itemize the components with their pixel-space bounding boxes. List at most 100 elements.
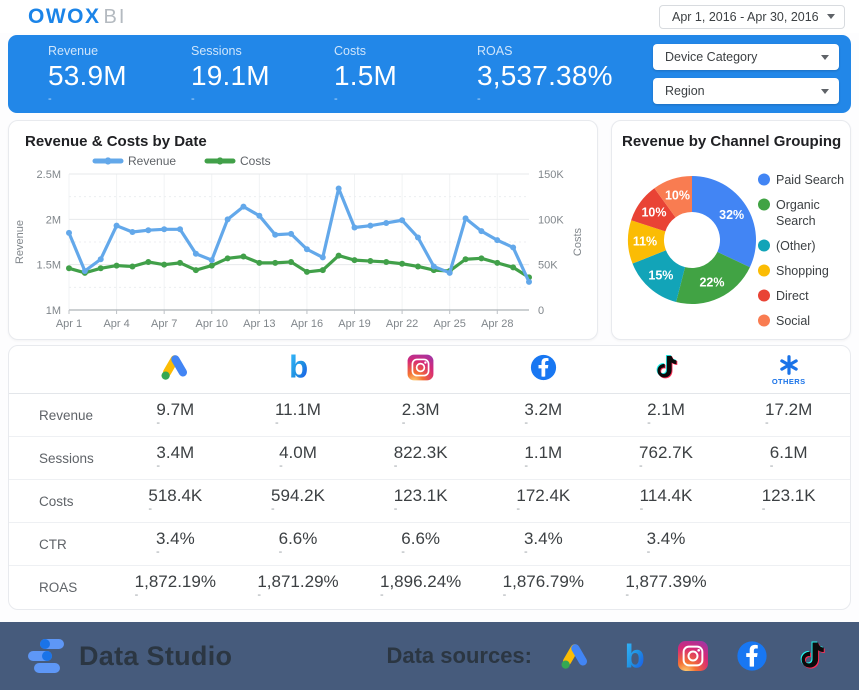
channel-metrics-table: b OTHERS Revenue 9.7M -11.1M -2.3M -3.2M -2.1M -…	[8, 345, 851, 610]
kpi-comparison-dash: -	[334, 93, 338, 105]
column-header-tiktok	[605, 352, 728, 388]
x-tick-label: Apr 28	[481, 318, 513, 330]
chevron-down-icon	[827, 14, 835, 19]
revenue-data-point	[510, 244, 517, 251]
costs-data-point	[319, 267, 326, 274]
legend-label: Organic	[776, 198, 820, 212]
data-source-icons: b	[557, 638, 829, 674]
tiktok-icon	[657, 354, 678, 378]
comparison-dash: -	[156, 416, 161, 429]
metric-value: 1.1M	[524, 442, 563, 462]
costs-data-point	[383, 258, 390, 265]
revenue-data-point	[526, 278, 532, 285]
comparison-dash: -	[279, 459, 283, 472]
costs-data-point	[399, 260, 406, 267]
comparison-dash: -	[393, 459, 398, 472]
comparison-dash: -	[380, 589, 384, 601]
revenue-data-point	[208, 257, 215, 264]
kpi-label: Costs	[334, 44, 366, 58]
revenue-data-point	[177, 226, 184, 233]
costs-data-point	[272, 259, 279, 266]
metric-value-cell: 1,872.19% -	[114, 572, 237, 603]
costs-data-point	[161, 261, 168, 268]
metric-value: 762.7K	[639, 442, 693, 462]
costs-data-point	[303, 268, 310, 275]
owox-bi-logo: OWOX BI	[28, 5, 126, 29]
metric-value-cell: 114.4K -	[605, 486, 728, 517]
metric-value: 11.1M	[274, 399, 321, 419]
donut-slice-social	[654, 176, 692, 218]
metric-value-cell: 123.1K -	[727, 486, 850, 517]
row-label: Costs	[39, 493, 74, 509]
costs-data-point	[367, 258, 374, 265]
metric-value: 172.4K	[516, 485, 571, 505]
table-row-ctr: CTR 3.4% -6.6% -6.6% -3.4% -3.4% -	[9, 523, 850, 566]
facebook-icon	[530, 354, 556, 380]
line-chart: Apr 1 Apr 4 Apr 7 Apr 10 Apr 13 Apr 16 Apr 19 A…	[14, 154, 584, 330]
costs-data-point	[510, 264, 517, 271]
revenue-data-point	[145, 227, 152, 234]
revenue-data-point	[161, 226, 168, 233]
donut-slice-paid-search	[692, 176, 756, 268]
metric-value: 3.2M	[524, 399, 563, 419]
metric-value-cell: 1,876.79% -	[482, 572, 605, 603]
metric-value: 2.3M	[401, 399, 440, 419]
instagram-icon	[407, 354, 434, 380]
metric-value: 1,876.79%	[502, 572, 584, 591]
date-range-picker[interactable]: Apr 1, 2016 - Apr 30, 2016	[659, 4, 845, 29]
donut-chart-title: Revenue by Channel Grouping	[622, 133, 842, 150]
metric-value: 2.1M	[647, 399, 685, 419]
row-label: ROAS	[39, 580, 78, 595]
metric-value: 3.4%	[646, 528, 686, 548]
comparison-dash: -	[257, 589, 262, 601]
comparison-dash: -	[523, 545, 528, 558]
column-header-facebook	[482, 352, 605, 388]
row-label: Revenue	[39, 407, 94, 423]
revenue-data-point	[192, 250, 199, 257]
metric-value-cell: 1,896.24% -	[359, 572, 482, 603]
comparison-dash: -	[148, 502, 153, 515]
metric-value: 4.0M	[279, 442, 317, 462]
data-studio-brand: Data Studio	[26, 636, 232, 676]
metric-value-cell: 1.1M -	[482, 443, 605, 474]
metric-value: 6.6%	[401, 528, 441, 548]
comparison-dash: -	[278, 545, 283, 558]
comparison-dash: -	[769, 459, 774, 472]
kpi-label: Sessions	[191, 44, 242, 58]
kpi-comparison-dash: -	[48, 93, 52, 105]
revenue-data-point	[399, 217, 406, 224]
donut-slice-organic-search	[676, 251, 750, 304]
region-filter[interactable]: Region	[653, 78, 839, 104]
metric-value: 594.2K	[271, 485, 325, 505]
metric-value-cell: 17.2M -	[727, 400, 850, 431]
comparison-dash: -	[156, 459, 161, 472]
x-tick-label: Apr 16	[291, 318, 323, 330]
comparison-dash: -	[516, 502, 521, 515]
legend-dot	[758, 289, 770, 302]
left-axis-tick: 2M	[46, 214, 61, 226]
metric-value-cell: 3.4% -	[482, 529, 605, 560]
kpi-costs: Costs 1.5M -	[334, 44, 477, 105]
donut-slice-percent: 15%	[648, 268, 673, 282]
line-chart-title: Revenue & Costs by Date	[25, 133, 207, 150]
costs-data-point	[145, 258, 152, 265]
costs-data-point	[208, 262, 215, 269]
legend-label: Revenue	[128, 154, 176, 168]
kpi-value: 19.1M	[191, 60, 270, 91]
right-axis-tick: 50K	[538, 260, 558, 272]
others-column-label: OTHERS	[771, 376, 806, 386]
costs-data-point	[494, 259, 501, 266]
metric-value: 3.4M	[156, 442, 195, 462]
metric-value: 1,872.19%	[134, 572, 216, 591]
revenue-data-point	[414, 234, 421, 241]
donut-slice-percent: 10%	[665, 188, 690, 202]
metric-value-cell: 3.2M -	[482, 400, 605, 431]
kpi-comparison-dash: -	[191, 93, 195, 105]
legend-dot	[758, 264, 770, 277]
metric-value-cell: 123.1K -	[359, 486, 482, 517]
costs-series-line	[67, 253, 531, 279]
comparison-dash: -	[524, 416, 529, 429]
metric-value-cell: 172.4K -	[482, 486, 605, 517]
costs-data-point	[177, 259, 184, 266]
device-category-filter[interactable]: Device Category	[653, 44, 839, 70]
